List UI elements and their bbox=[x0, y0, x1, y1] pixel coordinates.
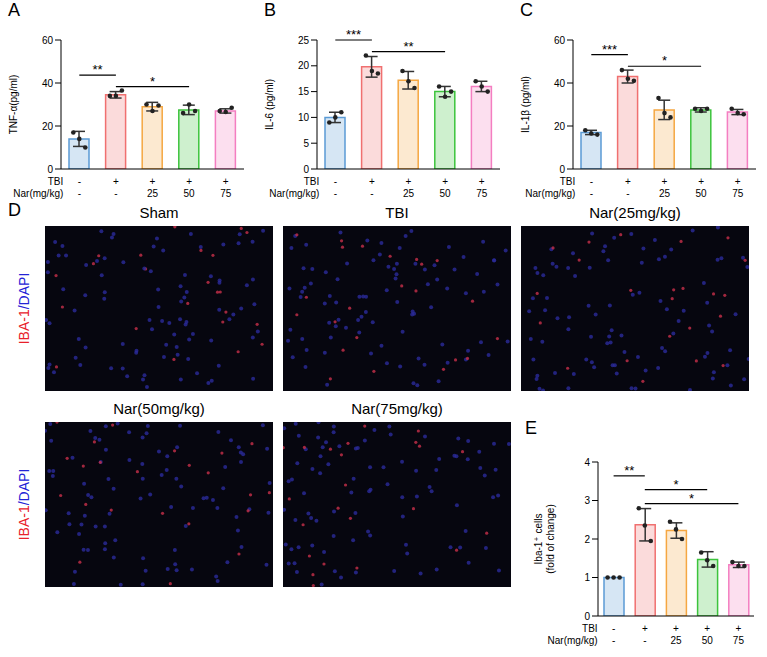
svg-text:-: - bbox=[612, 623, 615, 634]
svg-text:TBI: TBI bbox=[48, 176, 64, 187]
svg-text:25: 25 bbox=[670, 635, 682, 646]
svg-text:50: 50 bbox=[702, 635, 714, 646]
svg-text:-: - bbox=[612, 635, 615, 646]
svg-text:+: + bbox=[479, 176, 485, 187]
svg-text:IBA-1/DAPI: IBA-1/DAPI bbox=[16, 469, 32, 541]
svg-text:+: + bbox=[442, 176, 448, 187]
svg-text:+: + bbox=[369, 176, 375, 187]
svg-text:-: - bbox=[78, 188, 81, 199]
svg-text:1: 1 bbox=[584, 572, 590, 583]
svg-text:+: + bbox=[704, 623, 710, 634]
svg-text:20: 20 bbox=[42, 121, 54, 132]
svg-text:25: 25 bbox=[403, 188, 415, 199]
svg-text:+: + bbox=[113, 176, 119, 187]
html-text:Nar(25mg/kg): Nar(25mg/kg) bbox=[589, 204, 681, 221]
svg-text:-: - bbox=[114, 188, 117, 199]
svg-text:4: 4 bbox=[584, 457, 590, 468]
svg-text:15: 15 bbox=[298, 86, 310, 97]
svg-text:TBI: TBI bbox=[304, 176, 320, 187]
svg-text:**: ** bbox=[624, 463, 634, 478]
svg-text:10: 10 bbox=[298, 112, 310, 123]
svg-text:75: 75 bbox=[732, 188, 744, 199]
svg-text:+: + bbox=[735, 623, 741, 634]
svg-text:**: ** bbox=[93, 62, 103, 77]
svg-text:25: 25 bbox=[659, 188, 671, 199]
svg-text:60: 60 bbox=[554, 35, 566, 46]
svg-text:IL-1β (pg/ml): IL-1β (pg/ml) bbox=[520, 76, 531, 133]
html-text:Nar(75mg/kg): Nar(75mg/kg) bbox=[351, 400, 443, 417]
svg-text:+: + bbox=[223, 176, 229, 187]
svg-text:5: 5 bbox=[303, 138, 309, 149]
svg-text:Nar(mg/kg): Nar(mg/kg) bbox=[13, 188, 63, 199]
svg-text:+: + bbox=[625, 176, 631, 187]
svg-text:75: 75 bbox=[733, 635, 745, 646]
svg-text:-: - bbox=[334, 176, 337, 187]
svg-text:IBA-1/DAPI: IBA-1/DAPI bbox=[16, 273, 32, 345]
svg-text:20: 20 bbox=[554, 121, 566, 132]
svg-text:**: ** bbox=[403, 39, 413, 54]
svg-text:Nar(mg/kg): Nar(mg/kg) bbox=[548, 635, 598, 646]
svg-text:25: 25 bbox=[147, 188, 159, 199]
svg-text:*: * bbox=[689, 491, 694, 506]
svg-text:IL-6 (pg/ml): IL-6 (pg/ml) bbox=[264, 79, 275, 130]
svg-text:75: 75 bbox=[220, 188, 232, 199]
svg-text:60: 60 bbox=[42, 35, 54, 46]
svg-text:+: + bbox=[698, 176, 704, 187]
html-text:Sham: Sham bbox=[139, 204, 179, 221]
svg-text:0: 0 bbox=[303, 164, 309, 175]
svg-text:0: 0 bbox=[584, 611, 590, 622]
svg-text:-: - bbox=[590, 188, 593, 199]
html-text:D: D bbox=[8, 200, 21, 220]
svg-text:*: * bbox=[673, 477, 678, 492]
html-text:TBI: TBI bbox=[385, 204, 409, 221]
svg-text:-: - bbox=[626, 188, 629, 199]
svg-text:TBI: TBI bbox=[560, 176, 576, 187]
svg-text:+: + bbox=[735, 176, 741, 187]
svg-text:0: 0 bbox=[47, 164, 53, 175]
svg-text:-: - bbox=[78, 176, 81, 187]
html-text:A: A bbox=[8, 0, 20, 20]
svg-text:(fold of change): (fold of change) bbox=[545, 504, 556, 574]
html-text:E: E bbox=[525, 418, 537, 438]
svg-text:Nar(mg/kg): Nar(mg/kg) bbox=[525, 188, 575, 199]
svg-text:3: 3 bbox=[584, 495, 590, 506]
svg-text:***: *** bbox=[602, 42, 617, 57]
svg-text:+: + bbox=[673, 623, 679, 634]
svg-text:50: 50 bbox=[184, 188, 196, 199]
svg-text:TNF-α(pg/ml): TNF-α(pg/ml) bbox=[8, 75, 19, 135]
svg-text:40: 40 bbox=[42, 78, 54, 89]
html-text:Nar(50mg/kg): Nar(50mg/kg) bbox=[113, 400, 205, 417]
svg-text:40: 40 bbox=[554, 78, 566, 89]
html-text:B: B bbox=[264, 0, 276, 20]
svg-text:-: - bbox=[590, 176, 593, 187]
svg-text:-: - bbox=[334, 188, 337, 199]
svg-text:+: + bbox=[406, 176, 412, 187]
svg-text:50: 50 bbox=[440, 188, 452, 199]
svg-text:Nar(mg/kg): Nar(mg/kg) bbox=[269, 188, 319, 199]
svg-text:0: 0 bbox=[559, 164, 565, 175]
svg-text:+: + bbox=[662, 176, 668, 187]
svg-text:*: * bbox=[662, 53, 667, 68]
html-text:C: C bbox=[520, 0, 533, 20]
svg-text:25: 25 bbox=[298, 35, 310, 46]
svg-text:-: - bbox=[370, 188, 373, 199]
svg-text:+: + bbox=[642, 623, 648, 634]
svg-text:Iba-1⁺ cells: Iba-1⁺ cells bbox=[533, 514, 544, 565]
svg-text:***: *** bbox=[346, 27, 361, 42]
svg-text:+: + bbox=[186, 176, 192, 187]
svg-text:75: 75 bbox=[476, 188, 488, 199]
svg-text:TBI: TBI bbox=[582, 623, 598, 634]
svg-text:+: + bbox=[150, 176, 156, 187]
svg-text:*: * bbox=[150, 74, 155, 89]
svg-text:2: 2 bbox=[584, 534, 590, 545]
svg-text:20: 20 bbox=[298, 60, 310, 71]
svg-text:-: - bbox=[643, 635, 646, 646]
svg-text:50: 50 bbox=[696, 188, 708, 199]
